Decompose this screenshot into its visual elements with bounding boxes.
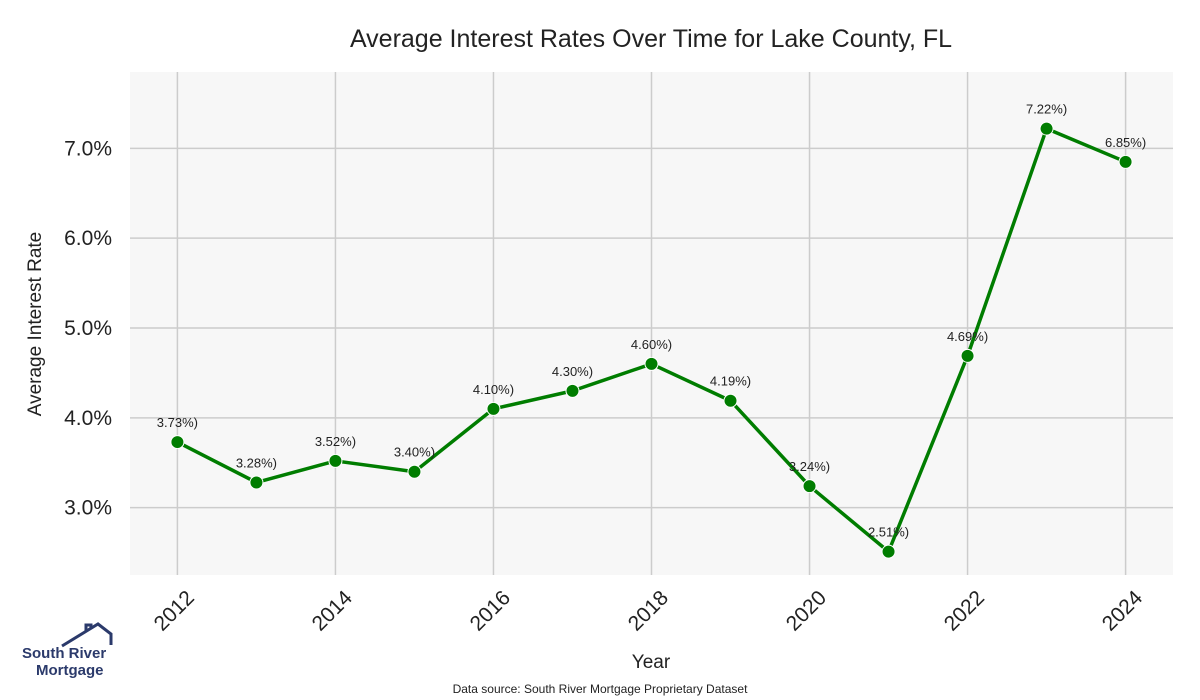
y-tick-label: 3.0% (64, 497, 112, 520)
data-label: 4.19%) (710, 374, 751, 389)
data-point (565, 383, 580, 398)
y-tick-label: 7.0% (64, 137, 112, 160)
x-tick-label: 2024 (1098, 586, 1148, 636)
data-label: 6.85%) (1105, 135, 1146, 150)
x-tick-label: 2018 (624, 586, 673, 635)
data-point (1039, 121, 1054, 136)
data-point (723, 393, 738, 408)
y-axis-ticks: 3.0% 4.0% 5.0% 6.0% 7.0% (64, 137, 112, 519)
data-label: 7.22%) (1026, 102, 1067, 117)
data-label: 3.28%) (236, 455, 277, 470)
data-point (486, 401, 501, 416)
y-tick-label: 4.0% (64, 407, 112, 430)
chart-title: Average Interest Rates Over Time for Lak… (350, 25, 952, 53)
house-roof-icon (61, 622, 113, 648)
x-axis-ticks: 2012 2014 2016 2018 2020 2022 2024 (150, 586, 1148, 636)
data-point (802, 479, 817, 494)
data-point (328, 453, 343, 468)
data-label: 2.51%) (868, 525, 909, 540)
x-tick-label: 2014 (308, 586, 358, 636)
data-source-note: Data source: South River Mortgage Propri… (453, 682, 748, 696)
x-axis-label: Year (632, 652, 671, 673)
x-tick-label: 2020 (782, 586, 831, 635)
data-label: 3.73%) (157, 415, 198, 430)
data-label: 4.10%) (473, 382, 514, 397)
data-point (644, 356, 659, 371)
data-point (1118, 154, 1133, 169)
data-label: 3.40%) (394, 445, 435, 460)
y-tick-label: 5.0% (64, 317, 112, 340)
data-labels: 3.73%) 3.28%) 3.52%) 3.40%) 4.10%) 4.30%) 4.60… (157, 102, 1146, 540)
x-tick-label: 2022 (940, 586, 989, 635)
data-point (170, 435, 185, 450)
logo-line-2: Mortgage (36, 662, 104, 679)
data-label: 4.30%) (552, 364, 593, 379)
data-label: 4.69%) (947, 329, 988, 344)
data-point (249, 475, 264, 490)
series-line (170, 121, 1133, 559)
y-axis-label: Average Interest Rate (25, 232, 46, 416)
data-point (960, 348, 975, 363)
data-label: 3.52%) (315, 434, 356, 449)
data-point (407, 464, 422, 479)
logo-line-1: South River (22, 645, 106, 662)
x-tick-label: 2012 (150, 586, 199, 635)
data-point (881, 544, 896, 559)
x-tick-label: 2016 (466, 586, 515, 635)
data-label: 3.24%) (789, 459, 830, 474)
y-tick-label: 6.0% (64, 227, 112, 250)
data-label: 4.60%) (631, 337, 672, 352)
company-logo: South River Mortgage (22, 622, 113, 679)
